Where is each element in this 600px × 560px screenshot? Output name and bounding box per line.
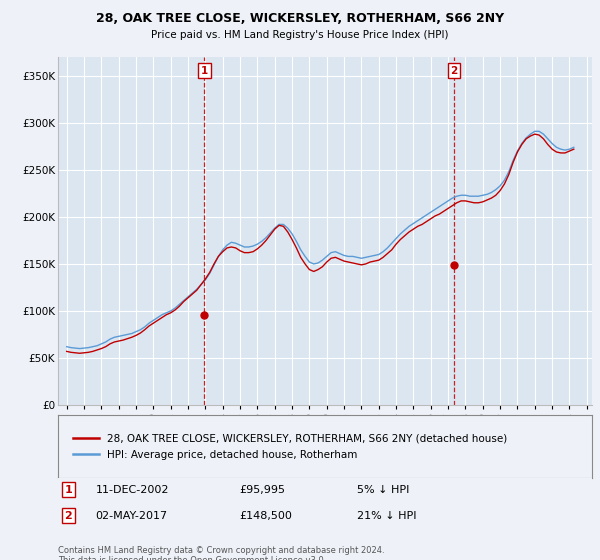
- Text: £148,500: £148,500: [239, 511, 292, 521]
- Text: 02-MAY-2017: 02-MAY-2017: [95, 511, 167, 521]
- Text: 21% ↓ HPI: 21% ↓ HPI: [357, 511, 416, 521]
- Text: 11-DEC-2002: 11-DEC-2002: [95, 485, 169, 494]
- Text: 2: 2: [451, 66, 458, 76]
- Text: 1: 1: [201, 66, 208, 76]
- Text: 2: 2: [64, 511, 72, 521]
- Text: 1: 1: [64, 485, 72, 494]
- Text: Price paid vs. HM Land Registry's House Price Index (HPI): Price paid vs. HM Land Registry's House …: [151, 30, 449, 40]
- Text: 28, OAK TREE CLOSE, WICKERSLEY, ROTHERHAM, S66 2NY: 28, OAK TREE CLOSE, WICKERSLEY, ROTHERHA…: [96, 12, 504, 25]
- Text: £95,995: £95,995: [239, 485, 286, 494]
- Text: Contains HM Land Registry data © Crown copyright and database right 2024.
This d: Contains HM Land Registry data © Crown c…: [58, 546, 385, 560]
- Text: 5% ↓ HPI: 5% ↓ HPI: [357, 485, 409, 494]
- Legend: 28, OAK TREE CLOSE, WICKERSLEY, ROTHERHAM, S66 2NY (detached house), HPI: Averag: 28, OAK TREE CLOSE, WICKERSLEY, ROTHERHA…: [68, 429, 512, 464]
